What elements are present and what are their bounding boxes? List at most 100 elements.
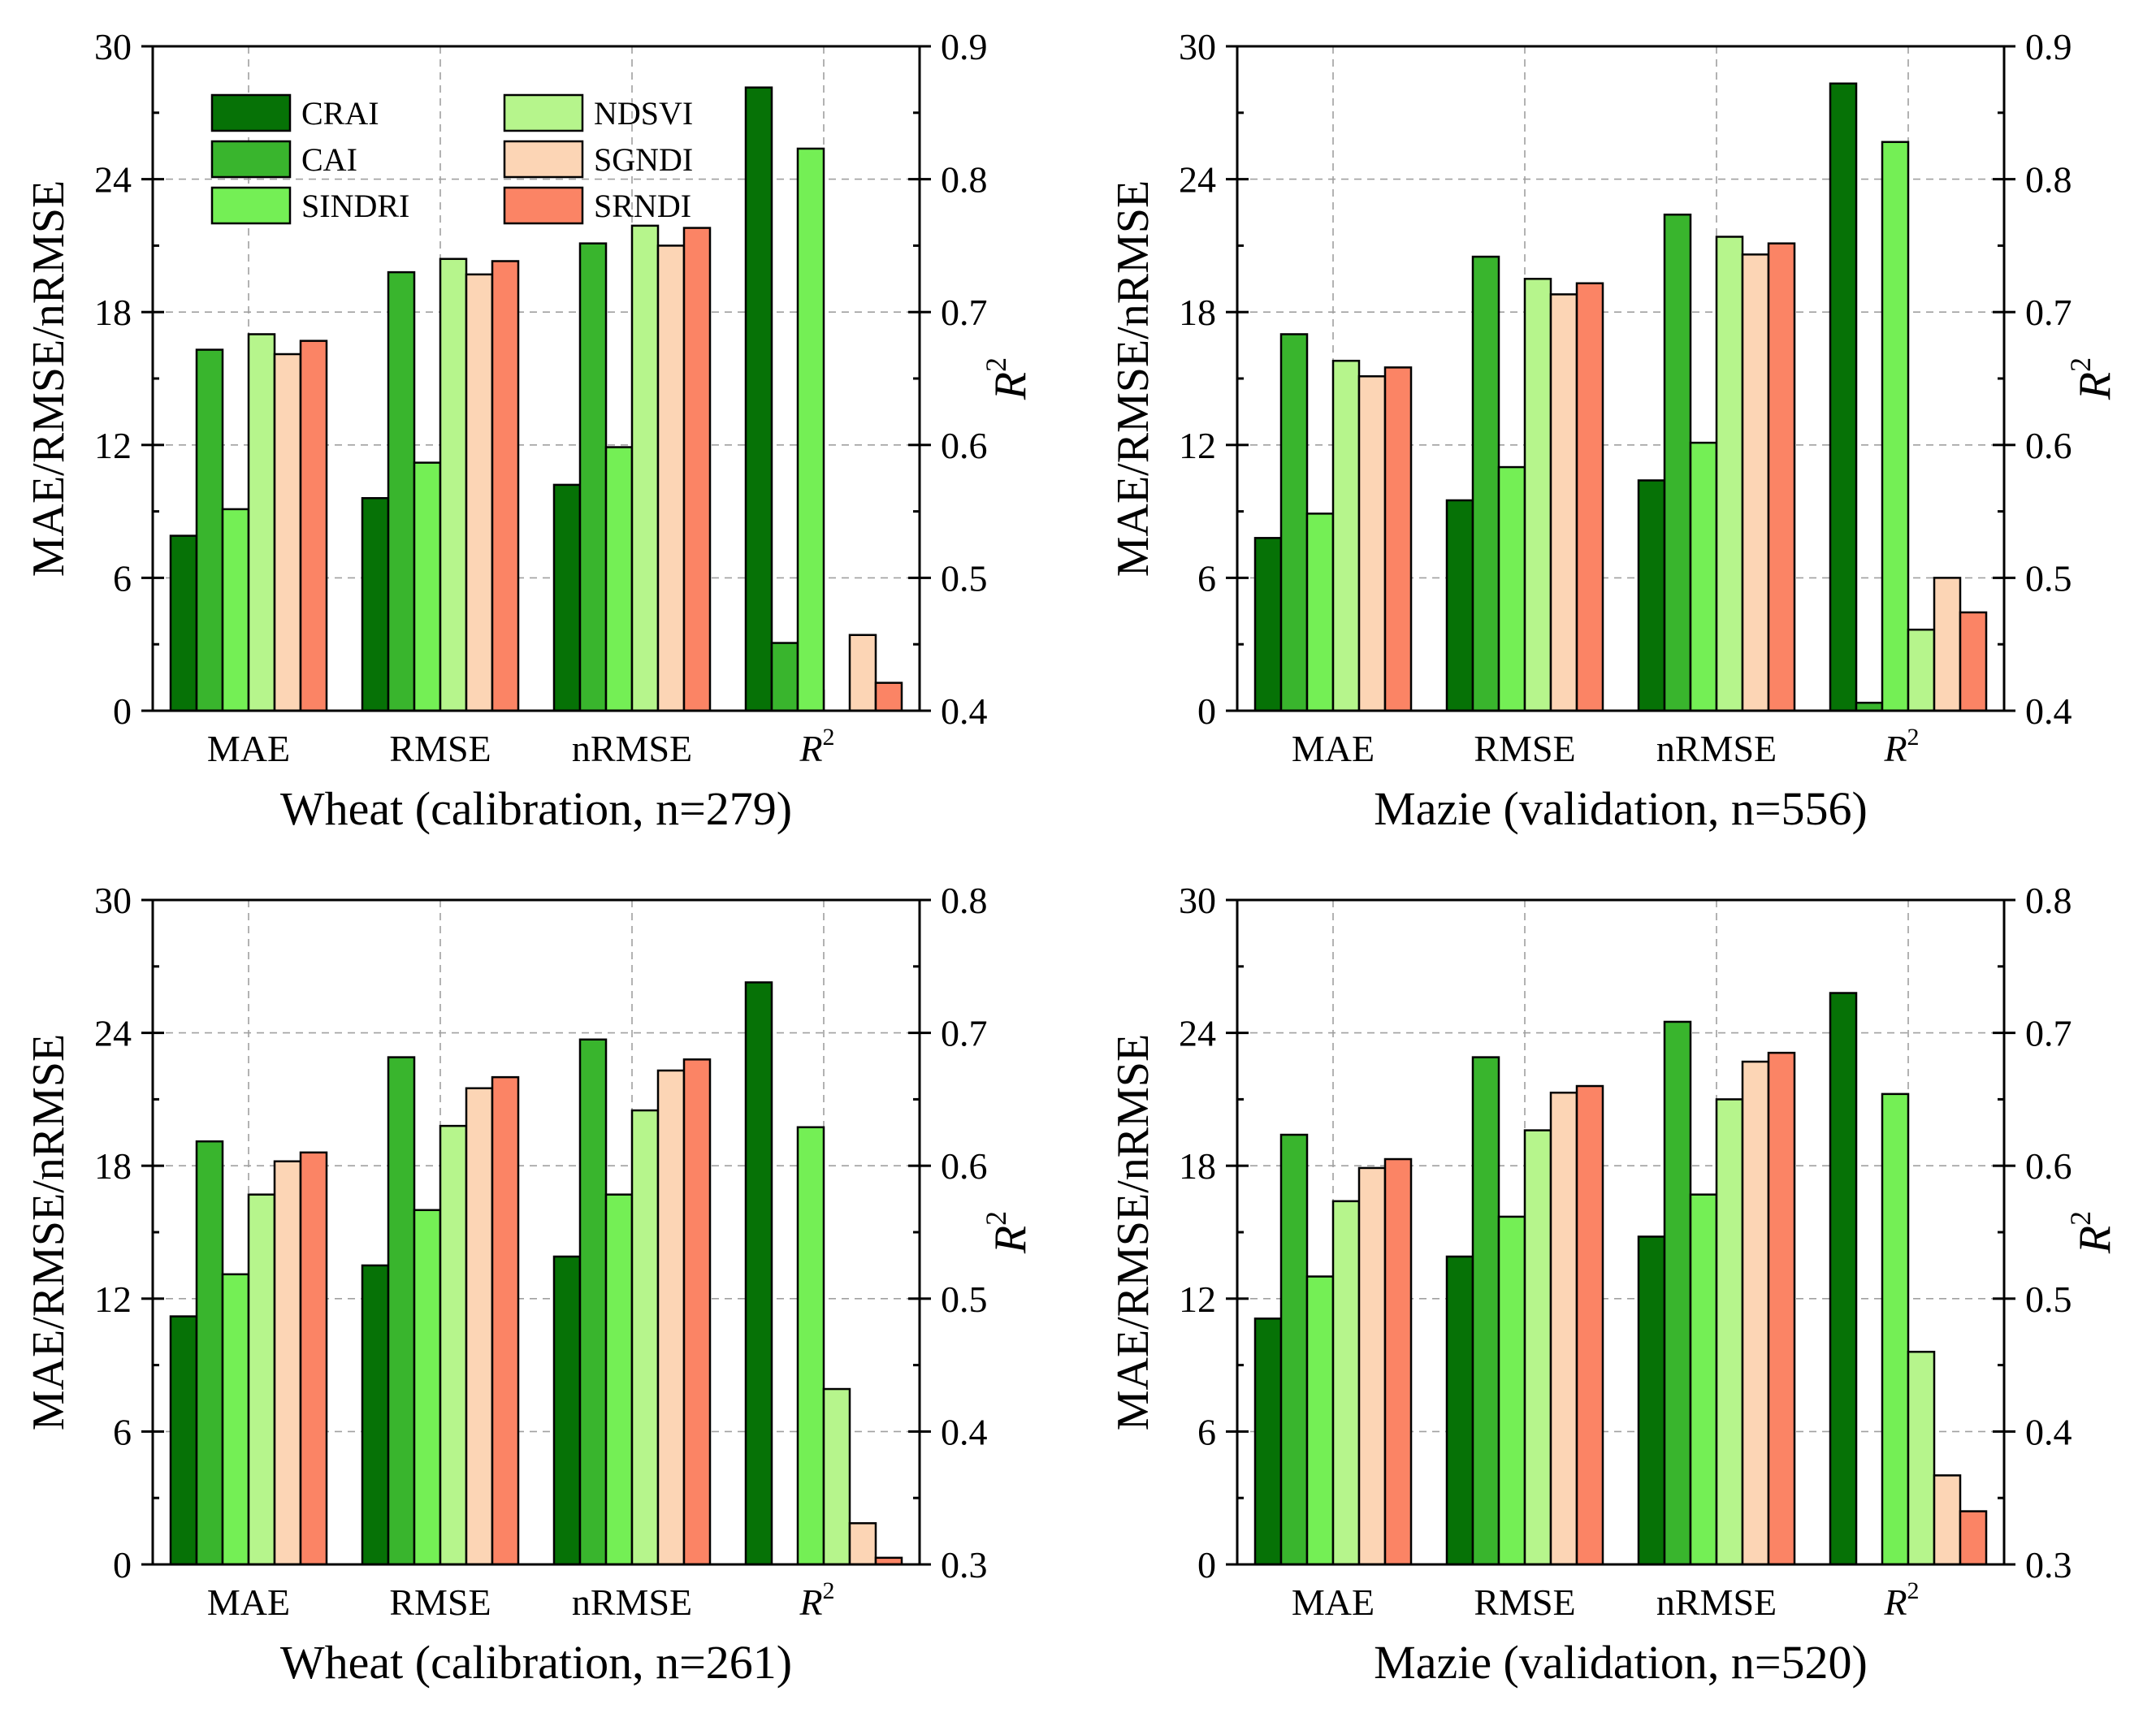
bar-srndi-r2: [874, 681, 903, 712]
category-label-r2: R2: [799, 1577, 834, 1623]
bar-crai-r2: [744, 86, 773, 712]
bar-cai-mae: [1279, 1133, 1309, 1566]
category-label-nrmse: nRMSE: [1656, 1581, 1777, 1623]
bar-sgndi-mae: [273, 353, 302, 712]
bar-sgndi-r2: [848, 1522, 877, 1566]
category-label-nrmse: nRMSE: [572, 728, 692, 769]
right-tick-label: 0.8: [2025, 880, 2072, 921]
bar-sgndi-rmse: [465, 273, 494, 712]
left-tick-label: 0: [1197, 690, 1216, 732]
bar-sgndi-rmse: [1549, 1091, 1578, 1566]
panel-title: Wheat (calibration, n=279): [280, 782, 792, 835]
right-tick-label: 0.5: [2025, 557, 2072, 599]
right-tick-label: 0.6: [2025, 425, 2072, 466]
bar-ndsvi-r2: [822, 1387, 851, 1566]
y2-axis-title: R2: [980, 1211, 1036, 1254]
bar-crai-nrmse: [552, 1255, 582, 1566]
y-axis-title: MAE/RMSE/nRMSE: [24, 1034, 74, 1431]
bar-cai-mae: [1279, 333, 1309, 712]
bar-sindri-rmse: [1497, 1215, 1526, 1566]
left-tick-label: 0: [1197, 1544, 1216, 1586]
bar-crai-mae: [1253, 1317, 1283, 1566]
bar-sgndi-r2: [1933, 577, 1962, 712]
bar-srndi-nrmse: [682, 227, 712, 712]
bar-sindri-r2: [796, 1126, 825, 1566]
bar-crai-r2: [1829, 992, 1858, 1566]
bar-ndsvi-mae: [247, 333, 276, 712]
category-label-mae: MAE: [1292, 1581, 1375, 1623]
right-tick-label: 0.4: [941, 1411, 988, 1452]
legend-label-ndsvi: NDSVI: [594, 95, 693, 132]
bar-cai-rmse: [387, 270, 416, 712]
bar-srndi-rmse: [1575, 1084, 1604, 1566]
bar-sgndi-r2: [848, 634, 877, 712]
left-tick-label: 24: [94, 1013, 132, 1054]
bar-sindri-nrmse: [1689, 441, 1718, 712]
category-label-mae: MAE: [1292, 728, 1375, 769]
legend-swatch-sgndi: [503, 140, 584, 179]
bar-sindri-rmse: [413, 1209, 442, 1566]
bar-ndsvi-nrmse: [1715, 1098, 1744, 1566]
left-tick-label: 30: [94, 880, 132, 921]
bar-crai-rmse: [1445, 499, 1474, 712]
bar-sindri-nrmse: [1689, 1193, 1718, 1566]
legend-swatch-crai: [210, 93, 292, 132]
bar-sindri-nrmse: [604, 1193, 634, 1566]
legend-label-sgndi: SGNDI: [594, 141, 693, 178]
bar-sgndi-nrmse: [656, 244, 686, 712]
y-axis-title: MAE/RMSE/nRMSE: [24, 180, 74, 578]
right-tick-label: 0.5: [2025, 1279, 2072, 1320]
bar-crai-mae: [169, 1315, 198, 1566]
left-tick-label: 18: [1179, 1145, 1216, 1187]
bar-ndsvi-rmse: [1523, 278, 1552, 712]
left-tick-label: 6: [113, 557, 132, 599]
right-tick-label: 0.4: [941, 690, 988, 732]
bar-sgndi-r2: [1933, 1474, 1962, 1566]
left-tick-label: 18: [94, 1145, 132, 1187]
bar-crai-mae: [1253, 537, 1283, 712]
bar-srndi-mae: [1383, 1157, 1413, 1566]
bar-ndsvi-r2: [1907, 628, 1936, 712]
bar-ndsvi-r2: [1907, 1350, 1936, 1566]
bar-cai-mae: [195, 348, 224, 712]
category-label-mae: MAE: [207, 728, 290, 769]
right-tick-label: 0.8: [941, 880, 988, 921]
bar-ndsvi-mae: [1331, 1200, 1361, 1566]
bar-sgndi-mae: [1357, 1166, 1387, 1566]
right-tick-label: 0.4: [2025, 1411, 2072, 1452]
panel-wheat-calibration-279: 0 6 12 18 24 30 0.4 0.5 0.6 0.7 0.8 0.9 MAE RMSE nRMSE…: [24, 26, 1036, 835]
bar-ndsvi-nrmse: [630, 1109, 660, 1566]
left-tick-label: 6: [113, 1411, 132, 1452]
bar-srndi-r2: [1959, 1510, 1988, 1566]
right-tick-label: 0.3: [941, 1544, 988, 1586]
right-tick-label: 0.5: [941, 1279, 988, 1320]
bar-sindri-rmse: [413, 461, 442, 712]
right-tick-label: 0.8: [941, 159, 988, 201]
bar-crai-nrmse: [552, 483, 582, 712]
bar-srndi-rmse: [491, 1075, 520, 1566]
bar-cai-rmse: [387, 1056, 416, 1566]
panel-mazie-validation-520: 0 6 12 18 24 30 0.3 0.4 0.5 0.6 0.7 0.8 MAE RMSE nRMSE…: [1108, 880, 2120, 1689]
bar-sindri-rmse: [1497, 465, 1526, 712]
bar-cai-r2: [770, 642, 799, 712]
left-tick-label: 18: [1179, 292, 1216, 333]
y-axis-title: MAE/RMSE/nRMSE: [1108, 1034, 1158, 1431]
bar-ndsvi-mae: [247, 1193, 276, 1566]
y-axis-title: MAE/RMSE/nRMSE: [1108, 180, 1158, 578]
legend-label-crai: CRAI: [301, 95, 379, 132]
right-tick-label: 0.7: [941, 292, 988, 333]
legend-swatch-sindri: [210, 186, 292, 225]
legend-swatch-ndsvi: [503, 93, 584, 132]
right-tick-label: 0.3: [2025, 1544, 2072, 1586]
bar-sindri-nrmse: [604, 446, 634, 712]
bar-srndi-mae: [299, 1151, 328, 1566]
left-tick-label: 30: [1179, 880, 1216, 921]
bar-cai-mae: [195, 1140, 224, 1566]
left-tick-label: 12: [94, 425, 132, 466]
bar-srndi-r2: [1959, 611, 1988, 712]
left-tick-label: 24: [1179, 1013, 1216, 1054]
right-tick-label: 0.6: [941, 1145, 988, 1187]
bar-crai-r2: [1829, 82, 1858, 712]
bar-cai-nrmse: [578, 1038, 608, 1566]
category-label-r2: R2: [799, 724, 834, 769]
